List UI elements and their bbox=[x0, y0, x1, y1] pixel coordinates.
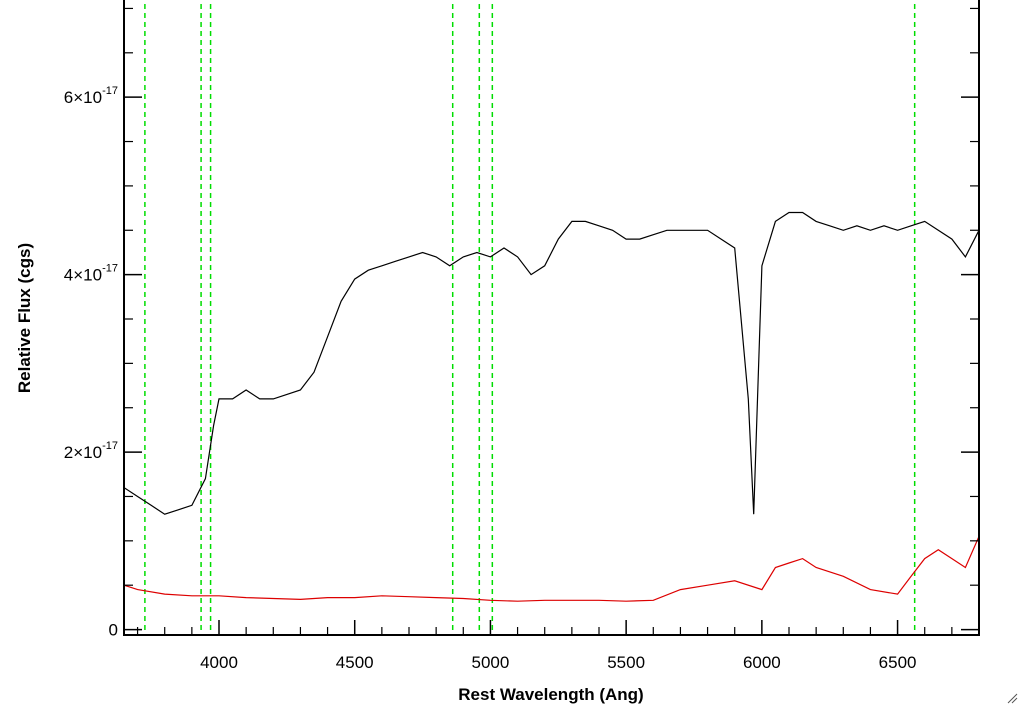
resize-grip-icon[interactable] bbox=[1006, 692, 1018, 704]
x-tick-label-1: 4500 bbox=[336, 653, 374, 672]
y-axis-label: Relative Flux (cgs) bbox=[15, 243, 34, 393]
y-tick-label-2: 4×10-17 bbox=[64, 263, 118, 285]
x-axis-ticks: 4000 4500 5000 5500 6000 6500 bbox=[136, 620, 980, 672]
series-line-1 bbox=[123, 536, 980, 602]
reference-lines bbox=[144, 4, 916, 634]
plot-frame bbox=[123, 0, 980, 636]
y-tick-label-3: 6×10-17 bbox=[64, 85, 118, 107]
x-tick-label-3: 5500 bbox=[607, 653, 645, 672]
y-tick-label-0: 0 bbox=[109, 621, 118, 640]
y-tick-label-1: 2×10-17 bbox=[64, 440, 118, 462]
x-tick-label-4: 6000 bbox=[743, 653, 781, 672]
x-tick-label-2: 5000 bbox=[472, 653, 510, 672]
series-layer bbox=[123, 211, 980, 602]
x-axis-label: Rest Wavelength (Ang) bbox=[458, 685, 643, 704]
x-tick-label-0: 4000 bbox=[200, 653, 238, 672]
series-line-0 bbox=[123, 211, 980, 515]
x-tick-label-5: 6500 bbox=[879, 653, 917, 672]
